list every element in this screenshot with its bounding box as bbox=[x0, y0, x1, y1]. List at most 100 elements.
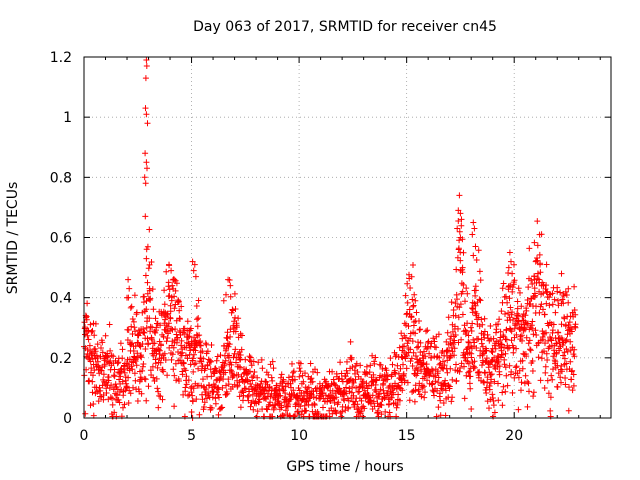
data-point bbox=[481, 379, 488, 386]
data-point bbox=[571, 346, 578, 353]
data-point bbox=[350, 379, 357, 386]
data-point bbox=[507, 304, 514, 311]
data-point bbox=[459, 311, 466, 318]
data-point bbox=[506, 295, 513, 302]
data-point bbox=[471, 364, 478, 371]
data-point bbox=[208, 342, 215, 348]
data-point bbox=[409, 389, 416, 395]
data-point bbox=[200, 376, 206, 383]
data-point bbox=[466, 368, 473, 375]
data-point bbox=[558, 270, 565, 277]
data-point bbox=[96, 384, 103, 391]
data-point bbox=[477, 347, 484, 354]
data-point bbox=[148, 259, 155, 265]
data-point bbox=[155, 404, 162, 411]
data-point bbox=[531, 276, 538, 283]
data-point bbox=[208, 373, 215, 380]
data-point bbox=[136, 330, 143, 337]
data-point bbox=[446, 383, 453, 390]
data-point bbox=[289, 360, 295, 367]
data-point bbox=[445, 382, 452, 389]
data-point bbox=[484, 374, 491, 381]
data-point bbox=[143, 255, 150, 262]
data-point bbox=[529, 318, 536, 325]
data-point bbox=[468, 343, 474, 350]
data-point bbox=[449, 348, 456, 355]
data-point bbox=[237, 330, 244, 337]
data-point bbox=[195, 315, 202, 322]
data-point bbox=[137, 343, 144, 350]
data-point bbox=[479, 352, 486, 358]
data-point bbox=[513, 363, 520, 370]
data-point bbox=[428, 354, 435, 361]
data-point bbox=[90, 372, 96, 379]
data-point bbox=[226, 341, 233, 348]
data-point bbox=[192, 360, 199, 367]
data-point bbox=[193, 396, 200, 403]
data-point bbox=[518, 387, 524, 394]
data-point bbox=[132, 356, 139, 363]
data-point bbox=[569, 309, 576, 316]
data-point bbox=[519, 357, 526, 364]
data-point bbox=[170, 344, 177, 351]
data-point bbox=[193, 303, 200, 309]
data-point bbox=[455, 218, 462, 224]
data-point bbox=[190, 385, 197, 392]
data-point bbox=[562, 375, 569, 381]
data-point bbox=[212, 400, 219, 407]
data-point bbox=[217, 352, 224, 359]
data-point bbox=[454, 254, 461, 261]
data-point bbox=[186, 333, 193, 340]
data-point bbox=[423, 361, 430, 368]
data-point bbox=[107, 347, 114, 354]
data-point bbox=[552, 358, 559, 365]
data-point bbox=[472, 287, 479, 294]
data-point bbox=[502, 336, 509, 343]
data-point bbox=[525, 284, 532, 291]
data-point bbox=[401, 343, 408, 350]
data-point bbox=[418, 361, 424, 368]
data-point bbox=[501, 361, 508, 368]
data-point bbox=[417, 326, 424, 333]
data-point bbox=[526, 337, 533, 344]
data-point bbox=[227, 326, 234, 333]
data-point bbox=[557, 289, 564, 296]
data-point bbox=[132, 328, 139, 335]
data-point bbox=[228, 361, 235, 368]
data-point bbox=[542, 369, 549, 376]
data-point bbox=[153, 324, 160, 331]
data-point bbox=[394, 401, 401, 408]
data-point bbox=[568, 326, 575, 333]
data-point bbox=[271, 405, 277, 412]
data-point bbox=[484, 331, 491, 338]
data-point bbox=[300, 378, 307, 385]
data-point bbox=[90, 401, 97, 407]
data-point bbox=[546, 291, 553, 298]
data-point bbox=[306, 395, 313, 402]
data-point bbox=[470, 336, 477, 343]
data-point bbox=[119, 346, 126, 353]
data-point bbox=[515, 285, 522, 292]
data-point bbox=[89, 327, 96, 334]
data-point bbox=[408, 314, 415, 321]
data-point bbox=[544, 377, 551, 384]
data-point bbox=[452, 300, 459, 307]
data-point bbox=[204, 362, 211, 369]
data-point bbox=[148, 336, 155, 343]
data-point bbox=[128, 323, 135, 330]
data-point bbox=[424, 377, 430, 384]
data-point bbox=[194, 316, 200, 323]
data-point bbox=[364, 385, 371, 392]
data-point bbox=[369, 392, 376, 399]
data-point bbox=[569, 387, 576, 394]
data-point bbox=[142, 150, 149, 157]
data-point bbox=[468, 406, 475, 412]
data-point bbox=[402, 292, 409, 299]
data-point bbox=[488, 371, 495, 378]
data-point bbox=[204, 348, 211, 355]
data-point bbox=[495, 321, 501, 328]
data-point bbox=[225, 381, 232, 388]
data-point bbox=[409, 296, 416, 303]
data-point bbox=[514, 298, 521, 305]
data-point bbox=[487, 323, 494, 329]
